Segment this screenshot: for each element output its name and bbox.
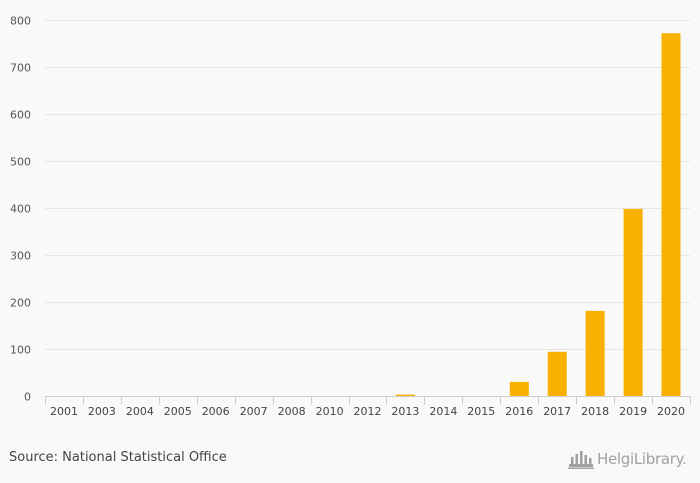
bar-2018[interactable]	[585, 310, 605, 396]
bar-2017[interactable]	[547, 351, 567, 396]
y-axis-tick-labels: 0 100 200 300 400 500 600 700 800	[10, 15, 31, 404]
bar-2019[interactable]	[623, 208, 643, 396]
logo-text: HelgiLibrary.	[597, 450, 687, 468]
source-note: Source: National Statistical Office	[9, 450, 227, 465]
bars	[395, 33, 681, 396]
x-axis	[45, 396, 691, 405]
bar-2020[interactable]	[661, 33, 681, 396]
x-tick-label-2003: 2003	[88, 405, 116, 418]
y-tick-label-600: 600	[10, 109, 31, 122]
y-tick-label-800: 800	[10, 15, 31, 28]
library-building-icon	[568, 451, 594, 469]
x-tick-label-2018: 2018	[581, 405, 609, 418]
helgi-library-logo[interactable]: HelgiLibrary.	[568, 447, 687, 471]
x-tick-label-2014: 2014	[429, 405, 457, 418]
y-tick-label-200: 200	[10, 297, 31, 310]
x-tick-label-2006: 2006	[202, 405, 230, 418]
x-tick-label-2016: 2016	[505, 405, 533, 418]
x-tick-label-2001: 2001	[50, 405, 78, 418]
x-tick-label-2005: 2005	[164, 405, 192, 418]
x-tick-label-2007: 2007	[240, 405, 268, 418]
bar-2016[interactable]	[509, 381, 529, 396]
x-tick-label-2015: 2015	[467, 405, 495, 418]
x-tick-label-2012: 2012	[354, 405, 382, 418]
y-tick-label-700: 700	[10, 62, 31, 75]
x-tick-label-2013: 2013	[391, 405, 419, 418]
x-tick-label-2010: 2010	[316, 405, 344, 418]
y-tick-label-100: 100	[10, 344, 31, 357]
y-tick-label-500: 500	[10, 156, 31, 169]
grid-lines	[45, 20, 690, 350]
x-axis-tick-labels: 2001 2003 2004 2005 2006 2007 2008 2010 2012 2013…	[50, 405, 685, 418]
y-tick-label-300: 300	[10, 250, 31, 263]
y-tick-label-400: 400	[10, 203, 31, 216]
bar-2013[interactable]	[395, 394, 415, 396]
y-tick-label-0: 0	[24, 391, 31, 404]
x-tick-label-2004: 2004	[126, 405, 154, 418]
x-tick-label-2019: 2019	[619, 405, 647, 418]
x-tick-label-2017: 2017	[543, 405, 571, 418]
x-tick-label-2020: 2020	[657, 405, 685, 418]
x-tick-label-2008: 2008	[278, 405, 306, 418]
